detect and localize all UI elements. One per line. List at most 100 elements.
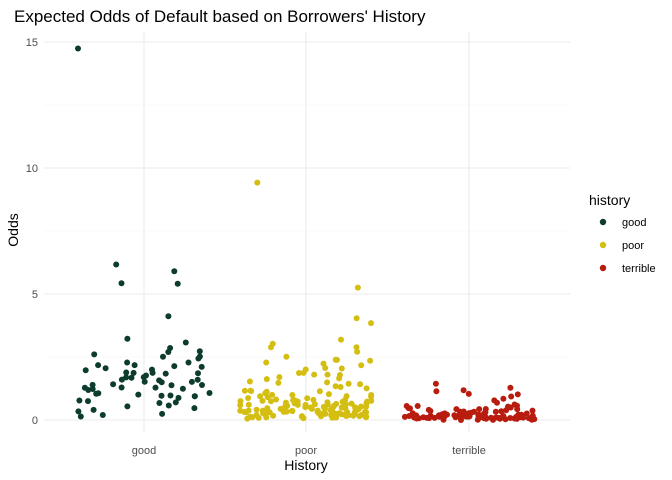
data-point-terrible — [465, 390, 472, 397]
data-point-terrible — [503, 407, 510, 414]
data-point-terrible — [466, 413, 473, 420]
data-point-poor — [338, 336, 344, 343]
data-point-good — [156, 400, 163, 406]
data-point-good — [152, 384, 159, 391]
data-point-good — [81, 384, 88, 391]
data-point-poor — [363, 413, 370, 420]
data-point-poor — [351, 409, 358, 416]
data-point-terrible — [476, 406, 483, 413]
data-point-terrible — [403, 403, 410, 409]
data-point-poor — [354, 284, 361, 291]
data-point-terrible — [453, 406, 460, 413]
data-point-poor — [268, 344, 274, 351]
data-point-poor — [367, 357, 374, 364]
data-point-poor — [363, 403, 370, 410]
data-points — [75, 45, 538, 423]
data-point-poor — [322, 365, 329, 371]
data-point-poor — [337, 384, 344, 390]
legend-label-terrible: terrible — [622, 263, 656, 275]
data-point-poor — [241, 409, 248, 415]
data-point-poor — [338, 404, 345, 411]
data-point-poor — [358, 362, 365, 369]
data-point-terrible — [500, 413, 507, 419]
data-point-good — [185, 359, 192, 366]
data-point-poor — [264, 394, 271, 401]
data-point-good — [75, 408, 82, 415]
data-point-good — [90, 406, 97, 413]
data-point-poor — [283, 353, 290, 360]
data-point-terrible — [436, 412, 443, 419]
data-point-good — [89, 381, 96, 388]
data-point-terrible — [488, 414, 494, 421]
data-point-poor — [342, 396, 349, 403]
data-point-good — [158, 379, 165, 386]
data-point-poor — [259, 397, 266, 404]
data-point-good — [140, 374, 147, 381]
data-point-poor — [298, 413, 305, 420]
data-point-poor — [263, 410, 270, 417]
data-point-poor — [270, 412, 277, 419]
data-point-poor — [345, 412, 352, 419]
data-point-good — [91, 351, 98, 358]
data-point-poor — [245, 401, 252, 408]
y-tick-label: 5 — [32, 289, 38, 301]
data-point-good — [130, 369, 137, 376]
data-point-terrible — [432, 380, 439, 387]
data-point-poor — [332, 383, 339, 390]
data-point-good — [167, 392, 174, 399]
data-point-good — [99, 412, 106, 418]
data-point-good — [160, 353, 166, 360]
data-point-poor — [275, 379, 282, 386]
data-point-poor — [246, 378, 253, 385]
data-point-good — [174, 280, 181, 287]
data-point-terrible — [409, 410, 416, 417]
data-point-good — [195, 370, 201, 377]
data-point-good — [195, 355, 202, 362]
data-point-poor — [368, 320, 374, 327]
data-point-poor — [324, 371, 331, 378]
data-point-good — [188, 378, 195, 385]
data-point-terrible — [513, 415, 520, 422]
x-tick-label: poor — [295, 445, 317, 457]
data-point-poor — [289, 392, 296, 398]
data-point-terrible — [529, 412, 536, 419]
data-point-good — [206, 390, 213, 396]
data-point-good — [171, 363, 178, 370]
data-point-terrible — [508, 393, 515, 400]
data-point-poor — [316, 388, 323, 395]
data-point-good — [165, 349, 172, 355]
legend-title: history — [589, 192, 630, 208]
data-point-good — [175, 394, 182, 401]
data-point-poor — [329, 414, 336, 421]
data-point-terrible — [461, 409, 467, 416]
data-point-good — [141, 378, 148, 385]
data-point-poor — [311, 371, 318, 378]
x-tick-labels: good poor terrible — [132, 445, 486, 457]
data-point-poor — [289, 408, 296, 415]
data-point-good — [165, 313, 172, 320]
x-tick-label: terrible — [452, 445, 486, 457]
data-point-poor — [353, 315, 360, 322]
data-point-good — [77, 413, 84, 420]
data-point-terrible — [460, 387, 467, 394]
grid-lines — [44, 32, 570, 432]
data-point-terrible — [423, 414, 430, 421]
data-point-terrible — [514, 406, 521, 413]
data-point-good — [102, 365, 109, 372]
data-point-good — [82, 367, 89, 374]
legend-key-good — [599, 218, 607, 226]
data-point-poor — [311, 401, 318, 408]
x-axis-title: History — [284, 457, 328, 473]
data-point-terrible — [433, 388, 440, 395]
data-point-terrible — [427, 408, 434, 414]
data-point-terrible — [414, 403, 421, 409]
data-point-good — [124, 359, 131, 366]
data-point-good — [128, 374, 135, 381]
data-point-good — [118, 384, 125, 391]
data-point-terrible — [458, 417, 464, 423]
chart-title: Expected Odds of Default based on Borrow… — [14, 7, 426, 26]
data-point-poor — [253, 406, 260, 413]
data-point-terrible — [507, 415, 514, 421]
data-point-terrible — [494, 399, 500, 406]
